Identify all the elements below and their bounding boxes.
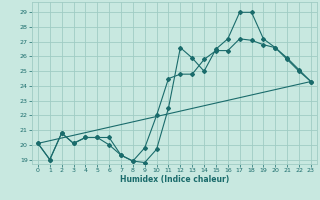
X-axis label: Humidex (Indice chaleur): Humidex (Indice chaleur) <box>120 175 229 184</box>
